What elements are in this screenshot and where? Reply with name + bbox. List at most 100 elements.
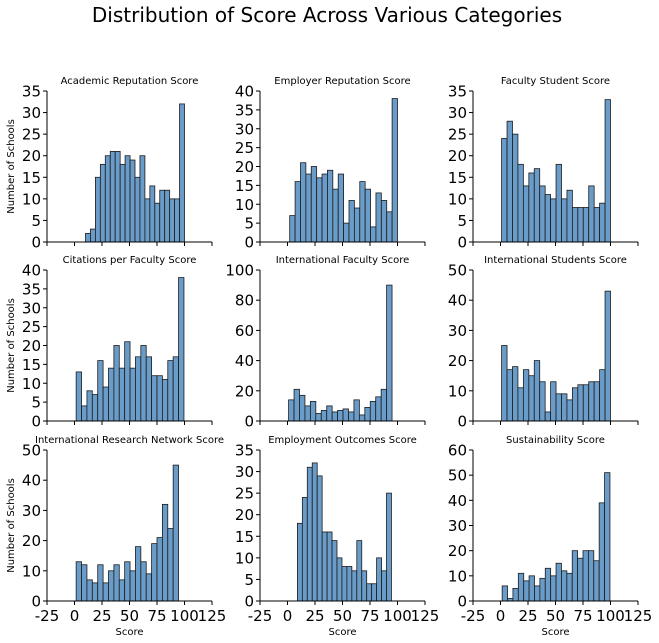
histogram-bar — [375, 192, 382, 243]
x-tick-label: -25 — [35, 607, 60, 625]
histogram-bar — [139, 155, 146, 243]
histogram-bar — [501, 345, 508, 422]
histogram-bar — [359, 181, 366, 243]
x-tick-label: 25 — [92, 607, 111, 625]
histogram-bar — [124, 561, 131, 602]
y-tick-label: 0 — [31, 234, 41, 252]
histogram-bar — [555, 562, 562, 602]
histogram-bar — [582, 384, 590, 422]
y-tick-label: 20 — [235, 382, 254, 400]
histogram-bar — [109, 150, 116, 243]
y-tick-label: 50 — [22, 442, 41, 460]
histogram-bar — [113, 564, 120, 602]
y-tick-label: 0 — [457, 413, 467, 431]
histogram-bar — [371, 583, 377, 602]
histogram-bar — [571, 550, 579, 602]
histogram-bar — [346, 566, 353, 602]
histogram-bar — [118, 579, 126, 602]
y-tick-label: 60 — [448, 442, 467, 460]
histogram-bar — [582, 550, 589, 602]
histogram-bar — [300, 162, 307, 243]
histogram-bar — [523, 580, 530, 602]
y-tick-label: 0 — [244, 593, 254, 611]
histogram-bar — [86, 390, 93, 422]
histogram-bar — [326, 405, 333, 422]
histogram-bar — [361, 570, 368, 602]
histogram-bar — [577, 384, 584, 422]
y-tick-label: 40 — [22, 262, 41, 280]
histogram-bar — [593, 207, 601, 243]
histogram-bar — [81, 564, 88, 602]
histogram-bar — [550, 198, 557, 243]
histogram-bar — [311, 462, 318, 602]
histogram-bar — [599, 369, 606, 422]
histogram-bar — [381, 570, 387, 602]
y-tick-label: 15 — [235, 528, 254, 546]
y-tick-label: 40 — [235, 83, 254, 101]
histogram-bar — [341, 566, 348, 602]
histogram-bar — [156, 375, 163, 422]
subplot-title: Sustainability Score — [506, 435, 605, 446]
histogram-bar — [288, 399, 295, 422]
x-tick-label: 100 — [596, 607, 625, 625]
y-tick-label: 5 — [457, 212, 467, 230]
x-tick-label: 0 — [496, 607, 506, 625]
histogram-bar — [135, 356, 142, 422]
subplot-3: 0 5 10 15 20 25 30 35 Faculty Student Score — [448, 76, 639, 252]
histogram-bar — [566, 189, 573, 243]
y-tick-label: 35 — [22, 83, 41, 101]
histogram-bar — [108, 570, 115, 602]
y-tick-label: 20 — [235, 506, 254, 524]
x-tick-label: 25 — [305, 607, 324, 625]
subplot-title: Employer Reputation Score — [274, 76, 410, 87]
x-axis-label: Score — [328, 627, 356, 638]
histogram-bar — [294, 181, 301, 243]
subplot-title: International Research Network Score — [35, 435, 224, 446]
y-tick-label: 25 — [448, 126, 467, 144]
histogram-bar — [179, 103, 185, 243]
histogram-bar — [528, 575, 535, 602]
y-tick-label: 30 — [22, 299, 41, 317]
y-tick-label: 25 — [235, 485, 254, 503]
y-tick-label: 30 — [448, 517, 467, 535]
histogram-bar — [380, 200, 388, 243]
histogram-bar — [149, 185, 156, 243]
histogram-bar — [85, 232, 91, 243]
histogram-bar — [528, 375, 535, 422]
y-tick-label: 0 — [244, 234, 254, 252]
y-tick-label: 50 — [448, 467, 467, 485]
histogram-bar — [108, 367, 115, 422]
histogram-bar — [305, 173, 312, 243]
y-tick-label: 40 — [235, 352, 254, 370]
y-tick-label: 35 — [22, 280, 41, 298]
histogram-bar — [296, 522, 303, 602]
y-tick-label: 30 — [22, 104, 41, 122]
x-tick-label: 125 — [198, 607, 227, 625]
histogram-bar — [310, 166, 318, 243]
histogram-bar — [124, 155, 131, 243]
histogram-bar — [337, 173, 344, 243]
histogram-bar — [539, 185, 546, 243]
histogram-bar — [342, 408, 349, 422]
histogram-bar — [386, 211, 393, 243]
histogram-bar — [528, 172, 535, 243]
histogram-bar — [156, 537, 163, 602]
histogram-bar — [178, 277, 185, 422]
subplot-title: Faculty Student Score — [501, 76, 610, 87]
histogram-bar — [555, 393, 562, 422]
y-tick-label: 10 — [235, 196, 254, 214]
x-tick-label: -25 — [461, 607, 486, 625]
histogram-bar — [599, 202, 606, 243]
y-tick-label: 0 — [457, 593, 467, 611]
histogram-bar — [331, 540, 338, 602]
y-tick-label: 0 — [457, 234, 467, 252]
histogram-bar — [391, 98, 398, 243]
y-tick-label: 10 — [22, 562, 41, 580]
histogram-bar — [593, 560, 600, 602]
y-tick-label: 20 — [22, 532, 41, 550]
histogram-bar — [522, 369, 530, 422]
histogram-bar — [517, 387, 524, 422]
histogram-bar — [375, 396, 382, 422]
histogram-bar — [91, 394, 99, 422]
